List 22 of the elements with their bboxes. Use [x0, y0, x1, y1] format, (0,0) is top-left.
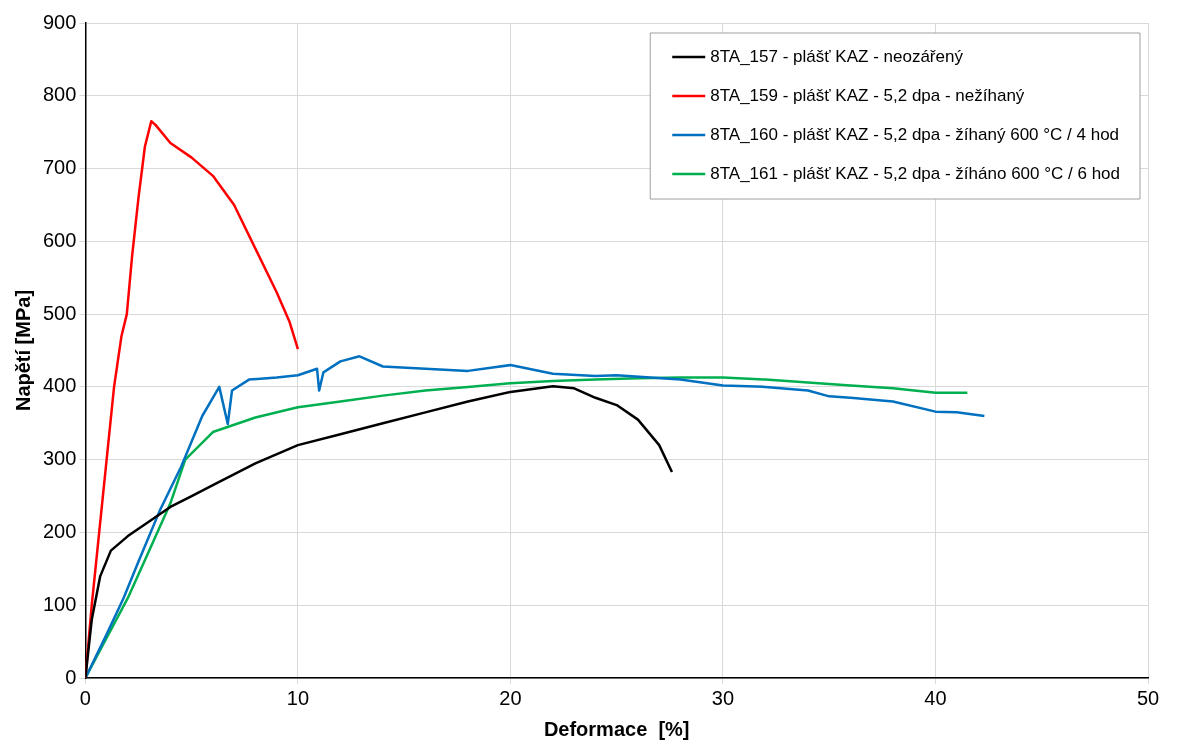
y-tick-label: 600 [42, 228, 77, 251]
y-tick-label: 400 [42, 374, 77, 397]
y-tick-label: 500 [42, 301, 77, 324]
y-tick-label: 100 [42, 592, 77, 615]
legend-label: 8TA_160 - plášť KAZ - 5,2 dpa - žíhaný 600 °C / 4 hod [710, 124, 1120, 144]
y-tick-label: 200 [42, 519, 77, 542]
y-tick-label: 800 [42, 83, 77, 106]
y-tick-label: 300 [42, 447, 77, 470]
legend-label: 8TA_157 - plášť KAZ - neozářený [710, 46, 964, 66]
legend-label: 8TA_159 - plášť KAZ - 5,2 dpa - nežíhaný [710, 85, 1025, 105]
x-axis-title: Deformace [%] [543, 717, 690, 740]
x-tick-label: 50 [1136, 686, 1160, 709]
x-tick-label: 0 [79, 686, 91, 709]
x-tick-label: 20 [499, 686, 522, 709]
y-tick-label: 700 [42, 156, 77, 179]
y-tick-label: 0 [65, 665, 77, 688]
y-axis-title: Napětí [MPa] [11, 289, 34, 412]
x-tick-label: 40 [924, 686, 947, 709]
legend-label: 8TA_161 - plášť KAZ - 5,2 dpa - žíháno 600 °C / 6 hod [710, 163, 1121, 183]
x-tick-label: 30 [711, 686, 735, 709]
y-tick-label: 900 [42, 10, 77, 33]
x-tick-label: 10 [286, 686, 310, 709]
